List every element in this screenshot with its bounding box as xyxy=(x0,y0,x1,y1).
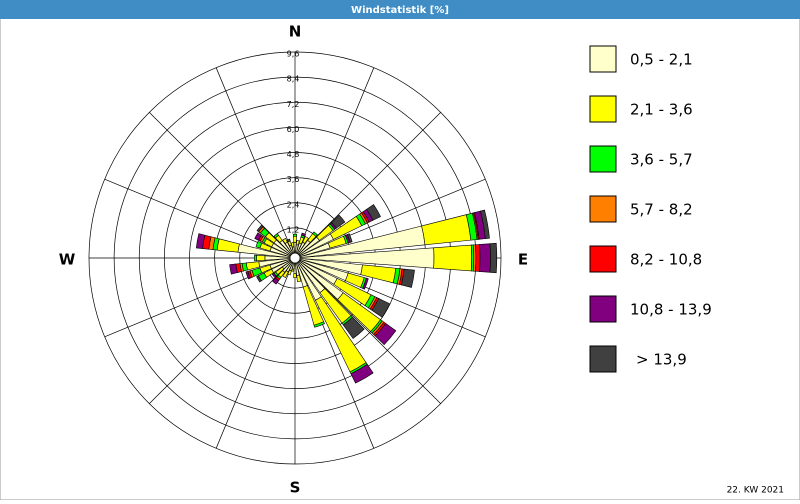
direction-label: E xyxy=(518,251,528,269)
wedge xyxy=(475,244,480,271)
legend-swatch xyxy=(590,346,616,372)
legend-swatch xyxy=(590,246,616,272)
direction-label: S xyxy=(290,479,301,497)
wedge xyxy=(293,236,296,242)
wedge xyxy=(294,273,297,277)
legend-swatch xyxy=(590,296,616,322)
r-tick-label: 4,8 xyxy=(287,150,300,159)
wedge xyxy=(293,234,296,236)
r-tick-label: 7,2 xyxy=(287,100,300,109)
wedge xyxy=(230,264,238,274)
legend-label: 8,2 - 10,8 xyxy=(630,251,702,269)
wedge xyxy=(254,255,256,261)
legend-swatch xyxy=(590,196,616,222)
wedge xyxy=(480,244,491,273)
direction-label: N xyxy=(289,23,302,41)
legend-label: 5,7 - 8,2 xyxy=(630,201,693,219)
legend-label: 10,8 - 13,9 xyxy=(630,301,712,319)
wedge xyxy=(490,243,497,273)
wedge xyxy=(434,245,472,271)
legend-swatch xyxy=(590,96,616,122)
wedge xyxy=(257,255,265,261)
r-tick-label: 3,6 xyxy=(287,175,300,184)
legend-swatch xyxy=(590,46,616,72)
legend-label: 0,5 - 2,1 xyxy=(630,51,693,69)
chart-title: Windstatistik [%] xyxy=(351,5,449,16)
calm-circle xyxy=(290,253,300,263)
r-tick-label: 6,0 xyxy=(287,125,300,134)
r-tick-label: 2,4 xyxy=(287,200,300,209)
legend-label: 3,6 - 5,7 xyxy=(630,151,693,169)
legend-label: 2,1 - 3,6 xyxy=(630,101,693,119)
r-tick-label: 1,2 xyxy=(287,225,300,234)
footer: 22. KW 2021 xyxy=(727,486,784,496)
legend-swatch xyxy=(590,146,616,172)
r-tick-label: 9,6 xyxy=(287,50,300,59)
direction-label: W xyxy=(59,251,76,269)
r-tick-label: 8,4 xyxy=(287,75,300,84)
legend-label: > 13,9 xyxy=(636,351,687,369)
